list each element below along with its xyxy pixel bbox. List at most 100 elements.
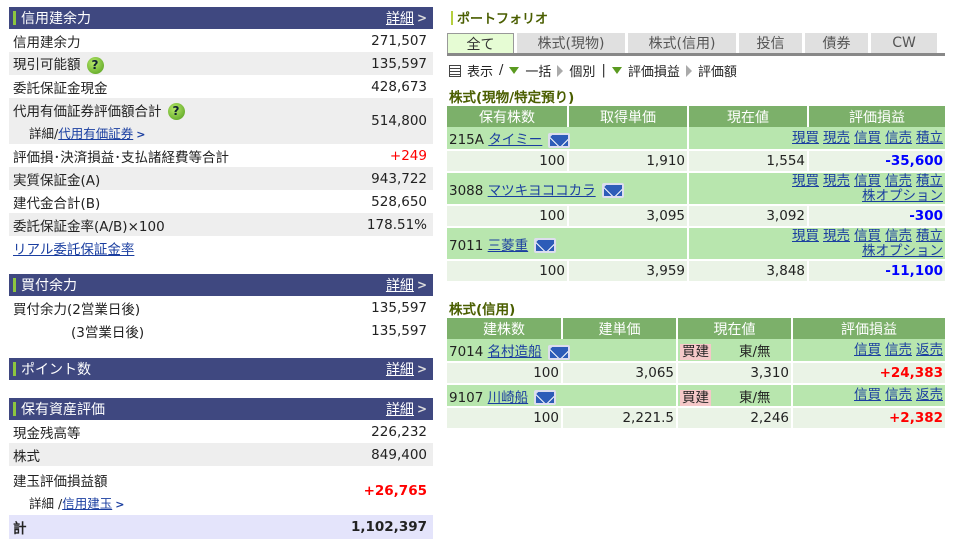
actions-cell: 信買 信売 返売 <box>792 339 945 363</box>
stock-name-link[interactable]: タイミー <box>488 132 543 148</box>
stock-cell: 7014 名村造船 <box>447 339 678 363</box>
action-3[interactable]: 信売 <box>885 172 912 189</box>
tab-2[interactable]: 株式(信用) <box>628 33 736 53</box>
cell-price: 3,310 <box>677 362 793 385</box>
stock-code: 7011 <box>449 237 484 254</box>
row-value: +26,765 <box>363 482 427 499</box>
stock-name-row: 9107 川崎船 買建 東/無 信買 信売 返売 <box>447 384 945 408</box>
row-label-cell: 評価損･決済損益･支払諸経費等合計 <box>13 146 229 166</box>
cell-cost: 3,095 <box>568 205 689 228</box>
action-2[interactable]: 信買 <box>854 129 881 146</box>
action-0[interactable]: 現買 <box>792 227 819 244</box>
action-1[interactable]: 現売 <box>823 172 850 189</box>
mail-icon[interactable] <box>534 238 557 253</box>
separator: / <box>499 63 504 78</box>
action-0[interactable]: 信買 <box>854 341 881 358</box>
data-row: 信用建余力 271,507 <box>9 29 433 52</box>
data-row: 建代金合計(B) 528,650 <box>9 190 433 213</box>
stock-name-link[interactable]: 名村造船 <box>487 344 542 360</box>
actions-cell: 現買 現売 信買 信売 積立 株オプション <box>688 172 945 206</box>
individual-option[interactable]: 個別 <box>569 65 596 80</box>
stock-name-link[interactable]: 三菱重 <box>487 237 529 254</box>
chevron-right-icon: > <box>136 128 146 142</box>
question-circle-icon[interactable]: ? <box>167 103 185 121</box>
margin-table: 建株数 建単価 現在値 評価損益 7014 名村造船 買建 東/無 信買 信売 返売 100 3,06… <box>447 318 945 430</box>
tab-0[interactable]: 全て <box>447 33 514 53</box>
cell-pl: +2,382 <box>792 407 945 430</box>
section-title: 買付余力 <box>21 278 77 294</box>
data-row: 現引可能額? 135,597 <box>9 52 433 75</box>
action-4[interactable]: 積立 <box>916 172 943 189</box>
position-cell: 買建 東/無 <box>677 339 793 363</box>
action-1[interactable]: 現売 <box>823 227 850 244</box>
action-1[interactable]: 現売 <box>823 129 850 146</box>
stock-code: 3088 <box>449 182 484 199</box>
action-1[interactable]: 信売 <box>885 387 912 403</box>
position-side: 買建 <box>680 389 711 406</box>
stock-name-row: 7014 名村造船 買建 東/無 信買 信売 返売 <box>447 339 945 363</box>
margin-section-title: 株式(信用) <box>449 301 516 318</box>
mail-icon[interactable] <box>534 390 557 405</box>
action-2[interactable]: 返売 <box>916 341 943 358</box>
stock-name-link[interactable]: 川崎船 <box>487 389 529 406</box>
action-4[interactable]: 積立 <box>916 227 943 244</box>
detail-link[interactable]: 詳細 <box>385 278 414 294</box>
row-value: 943,722 <box>371 170 427 187</box>
detail-link[interactable]: 詳細 <box>385 402 414 418</box>
accent-bar <box>13 362 16 376</box>
total-row: 計 1,102,397 <box>9 515 433 539</box>
value-option[interactable]: 評価額 <box>697 65 737 80</box>
position-cell: 買建 東/無 <box>677 384 793 408</box>
stock-data-row: 100 3,065 3,310 +24,383 <box>447 362 945 385</box>
action-2[interactable]: 信買 <box>854 227 881 244</box>
action-4[interactable]: 積立 <box>916 129 943 146</box>
row-label-cell: 建代金合計(B) <box>13 192 100 212</box>
action-3[interactable]: 信売 <box>885 129 912 146</box>
row-label: (3営業日後) <box>71 324 145 341</box>
action-1[interactable]: 信売 <box>885 341 912 358</box>
action-2[interactable]: 返売 <box>916 387 943 403</box>
margin-rate-link-row: リアル委託保証金率 <box>9 236 433 259</box>
action-0[interactable]: 現買 <box>792 129 819 146</box>
tab-1[interactable]: 株式(現物) <box>517 33 625 53</box>
bulk-option[interactable]: 一括 <box>525 65 552 80</box>
action-0[interactable]: 現買 <box>792 172 819 189</box>
mail-icon[interactable] <box>548 132 571 148</box>
column-header: 現在値 <box>688 106 809 127</box>
section-title: 信用建余力 <box>21 11 91 27</box>
sub-link[interactable]: 代用有価証券 <box>58 126 134 142</box>
row-value: 528,650 <box>371 193 427 210</box>
triangle-down-icon <box>509 67 520 74</box>
row-label-cell: 現引可能額? <box>13 53 104 74</box>
total-value: 1,102,397 <box>350 519 427 535</box>
stock-option-link[interactable]: 株オプション <box>862 187 943 204</box>
portfolio-title: ポートフォリオ <box>447 0 945 33</box>
real-margin-rate-link[interactable]: リアル委託保証金率 <box>13 241 135 258</box>
separator: | <box>601 63 606 78</box>
cash-section-title: 株式(現物/特定預り) <box>449 89 575 106</box>
stock-code: 215A <box>449 132 485 148</box>
action-3[interactable]: 信売 <box>885 227 912 244</box>
action-0[interactable]: 信買 <box>854 387 881 403</box>
question-circle-icon[interactable]: ? <box>86 56 104 74</box>
sub-link[interactable]: 信用建玉 <box>62 495 113 511</box>
chevron-right-icon: > <box>416 278 427 292</box>
detail-link[interactable]: 詳細 <box>385 362 414 378</box>
stock-option-link[interactable]: 株オプション <box>862 242 943 259</box>
action-2[interactable]: 信買 <box>854 172 881 189</box>
column-header: 建単価 <box>562 318 678 339</box>
tab-5[interactable]: CW <box>871 33 937 53</box>
row-label: 評価損･決済損益･支払諸経費等合計 <box>13 149 229 166</box>
row-label-cell: (3営業日後) <box>13 321 144 341</box>
row-value: 428,673 <box>371 78 427 95</box>
row-label-cell: 建玉評価損益額 詳細 /信用建玉 > <box>13 470 124 512</box>
tab-4[interactable]: 債券 <box>805 33 868 53</box>
row-label: 実質保証金(A) <box>13 172 101 189</box>
mail-icon[interactable] <box>601 183 624 198</box>
table-header-row: 保有株数 取得単価 現在値 評価損益 <box>447 106 945 127</box>
tab-3[interactable]: 投信 <box>739 33 802 53</box>
mail-icon[interactable] <box>547 344 570 360</box>
detail-link[interactable]: 詳細 <box>385 11 414 27</box>
stock-name-link[interactable]: マツキヨココカラ <box>487 182 596 199</box>
pl-option[interactable]: 評価損益 <box>627 65 680 80</box>
